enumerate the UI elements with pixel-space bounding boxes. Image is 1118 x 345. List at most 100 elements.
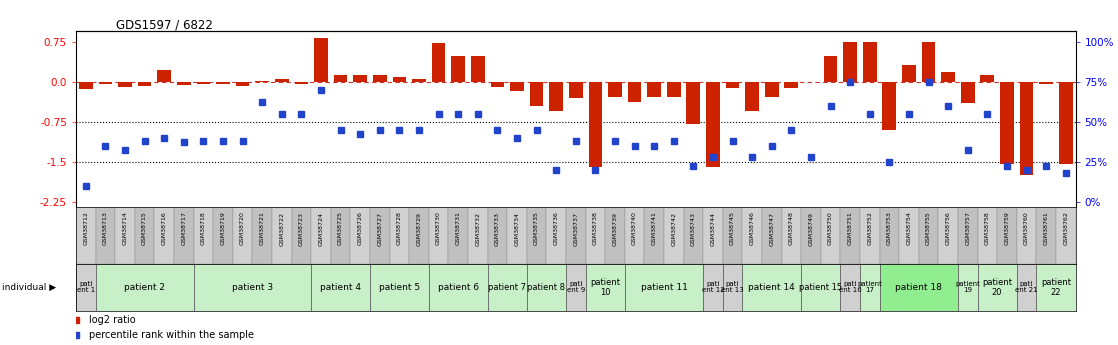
Text: GSM38740: GSM38740 bbox=[632, 211, 637, 245]
Bar bbox=[742, 207, 762, 264]
Bar bbox=[1059, 82, 1072, 164]
Bar bbox=[429, 207, 448, 264]
Bar bbox=[510, 82, 524, 91]
Bar bbox=[566, 264, 586, 310]
Text: patient
10: patient 10 bbox=[590, 278, 620, 297]
Bar bbox=[79, 82, 93, 89]
Bar bbox=[588, 82, 603, 167]
Bar bbox=[530, 82, 543, 106]
Bar bbox=[236, 82, 249, 86]
Text: patient 11: patient 11 bbox=[641, 283, 688, 292]
Text: GSM38757: GSM38757 bbox=[965, 211, 970, 245]
Bar bbox=[938, 207, 958, 264]
Text: GSM38728: GSM38728 bbox=[397, 211, 401, 245]
Text: patient 8: patient 8 bbox=[528, 283, 566, 292]
Bar bbox=[115, 207, 135, 264]
Bar bbox=[216, 82, 230, 84]
Text: GSM38743: GSM38743 bbox=[691, 211, 695, 246]
Bar bbox=[863, 42, 877, 82]
Bar bbox=[977, 207, 997, 264]
Text: GSM38734: GSM38734 bbox=[514, 211, 520, 246]
Bar bbox=[860, 264, 880, 310]
Text: GSM38749: GSM38749 bbox=[808, 211, 814, 246]
Bar bbox=[899, 207, 919, 264]
Bar bbox=[997, 207, 1016, 264]
Text: pati
ent 16: pati ent 16 bbox=[838, 281, 862, 294]
Bar bbox=[1016, 207, 1036, 264]
Bar bbox=[272, 207, 292, 264]
Bar bbox=[1020, 82, 1033, 175]
Bar bbox=[233, 207, 253, 264]
Bar bbox=[350, 207, 370, 264]
Bar bbox=[1036, 264, 1076, 310]
Bar bbox=[409, 207, 429, 264]
Text: patient 4: patient 4 bbox=[320, 283, 361, 292]
Bar bbox=[605, 207, 625, 264]
Text: GSM38715: GSM38715 bbox=[142, 211, 148, 245]
Bar bbox=[977, 264, 1016, 310]
Bar bbox=[722, 207, 742, 264]
Text: GSM38720: GSM38720 bbox=[240, 211, 245, 245]
Bar bbox=[96, 264, 193, 310]
Text: GSM38751: GSM38751 bbox=[847, 211, 853, 245]
Text: pati
ent 13: pati ent 13 bbox=[721, 281, 743, 294]
Text: GSM38754: GSM38754 bbox=[907, 211, 911, 245]
Bar bbox=[294, 82, 309, 84]
Bar bbox=[980, 75, 994, 82]
Text: GSM38753: GSM38753 bbox=[887, 211, 892, 245]
Bar bbox=[547, 207, 566, 264]
Bar bbox=[138, 82, 151, 86]
Text: percentile rank within the sample: percentile rank within the sample bbox=[89, 331, 255, 340]
Bar bbox=[154, 207, 174, 264]
Text: GSM38714: GSM38714 bbox=[123, 211, 127, 245]
Text: GSM38744: GSM38744 bbox=[710, 211, 716, 246]
Text: GSM38742: GSM38742 bbox=[671, 211, 676, 246]
Bar bbox=[452, 56, 465, 82]
Text: GSM38731: GSM38731 bbox=[456, 211, 461, 245]
Bar bbox=[841, 207, 860, 264]
Bar bbox=[703, 207, 722, 264]
Text: patient 5: patient 5 bbox=[379, 283, 420, 292]
Text: patient 7: patient 7 bbox=[489, 283, 527, 292]
Bar bbox=[311, 207, 331, 264]
Bar bbox=[1036, 207, 1055, 264]
Bar bbox=[703, 264, 722, 310]
Bar bbox=[96, 207, 115, 264]
Bar bbox=[667, 82, 681, 97]
Bar bbox=[683, 207, 703, 264]
Bar bbox=[821, 207, 841, 264]
Bar bbox=[214, 207, 233, 264]
Text: GSM38722: GSM38722 bbox=[280, 211, 284, 246]
Bar bbox=[644, 207, 664, 264]
Bar bbox=[253, 207, 272, 264]
Text: patient 6: patient 6 bbox=[437, 283, 479, 292]
Bar bbox=[781, 207, 802, 264]
Text: GSM38718: GSM38718 bbox=[201, 211, 206, 245]
Bar bbox=[647, 82, 661, 97]
Bar bbox=[197, 82, 210, 85]
Bar bbox=[549, 82, 563, 111]
Bar bbox=[448, 207, 468, 264]
Text: GSM38719: GSM38719 bbox=[220, 211, 226, 245]
Bar bbox=[1040, 82, 1053, 85]
Bar bbox=[471, 56, 484, 82]
Bar bbox=[960, 82, 975, 103]
Bar bbox=[919, 207, 938, 264]
Bar bbox=[1016, 264, 1036, 310]
Bar bbox=[275, 79, 288, 82]
Text: individual ▶: individual ▶ bbox=[2, 283, 56, 292]
Bar bbox=[880, 264, 958, 310]
Bar bbox=[566, 207, 586, 264]
Bar bbox=[292, 207, 311, 264]
Bar bbox=[824, 56, 837, 82]
Bar bbox=[902, 65, 916, 82]
Bar bbox=[334, 75, 348, 82]
Bar bbox=[941, 72, 955, 82]
Bar bbox=[527, 264, 566, 310]
Text: GSM38721: GSM38721 bbox=[259, 211, 265, 245]
Bar bbox=[76, 264, 96, 310]
Text: GSM38737: GSM38737 bbox=[574, 211, 578, 246]
Bar bbox=[76, 207, 96, 264]
Text: GSM38723: GSM38723 bbox=[299, 211, 304, 246]
Bar bbox=[135, 207, 154, 264]
